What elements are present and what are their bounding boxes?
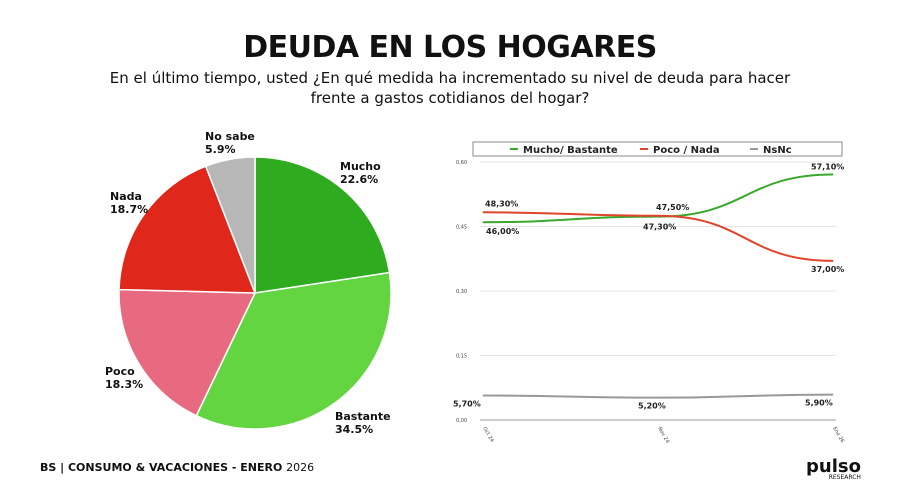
data-label: 5,20% (638, 402, 666, 411)
pie-slice-poco (118, 288, 257, 417)
pie-slice-mucho (254, 156, 391, 294)
pulso-logo: pulso RESEARCH (806, 456, 861, 481)
data-label: 46,00% (486, 227, 519, 236)
pie-value: 5.9% (205, 143, 236, 156)
legend-label: NsNc (763, 145, 792, 156)
pie-value: 22.6% (340, 173, 378, 186)
pie-label: No sabe (205, 130, 255, 143)
question-subtitle: En el último tiempo, usted ¿En qué medid… (109, 69, 791, 107)
data-point (832, 394, 834, 396)
x-tick-label: Nov 24 (656, 426, 670, 444)
y-tick-label: 0,30 (456, 289, 467, 295)
footer-year: 2026 (286, 461, 315, 474)
data-point (482, 221, 484, 223)
data-point (657, 397, 659, 399)
legend-label: Mucho/ Bastante (523, 145, 618, 156)
y-tick-label: 0,00 (456, 418, 467, 424)
data-label: 47,50% (656, 203, 689, 212)
data-point (482, 211, 484, 213)
legend-label: Poco / Nada (653, 145, 720, 156)
legend-box (472, 141, 843, 157)
data-point (657, 215, 659, 217)
data-point (832, 260, 834, 262)
footer-text: BS | CONSUMO & VACACIONES - ENERO (40, 461, 283, 474)
page-title: DEUDA EN LOS HOGARES (243, 30, 657, 65)
y-tick-label: 0,45 (456, 225, 467, 231)
data-label: 57,10% (811, 162, 844, 171)
pie-label: Nada (110, 190, 142, 203)
footer: BS | CONSUMO & VACACIONES - ENERO 2026 (40, 461, 314, 474)
pie-value: 18.7% (110, 203, 148, 216)
data-point (482, 394, 484, 396)
series-line-1 (482, 211, 834, 262)
pie-slice-no-sabe (204, 156, 256, 294)
pie-label: Mucho (340, 160, 381, 173)
data-label: 37,00% (811, 265, 844, 274)
data-label: 48,30% (485, 199, 518, 208)
data-point (832, 173, 834, 175)
pie-value: 34.5% (335, 423, 373, 436)
pie-value: 18.3% (105, 378, 143, 391)
data-label: 5,90% (805, 399, 833, 408)
logo-sub: RESEARCH (828, 474, 861, 481)
y-tick-label: 0,60 (456, 160, 467, 166)
pie-slice-nada (118, 165, 257, 294)
data-label: 5,70% (453, 399, 481, 408)
x-tick-label: Oct 24 (481, 426, 495, 443)
logo-name: pulso (806, 456, 861, 477)
pie-label: Bastante (335, 410, 391, 423)
pie-slice-bastante (195, 271, 392, 430)
y-tick-label: 0,15 (456, 354, 467, 360)
data-label: 47,30% (643, 223, 676, 232)
x-tick-label: Ene 26 (831, 426, 845, 444)
pie-label: Poco (105, 365, 135, 378)
